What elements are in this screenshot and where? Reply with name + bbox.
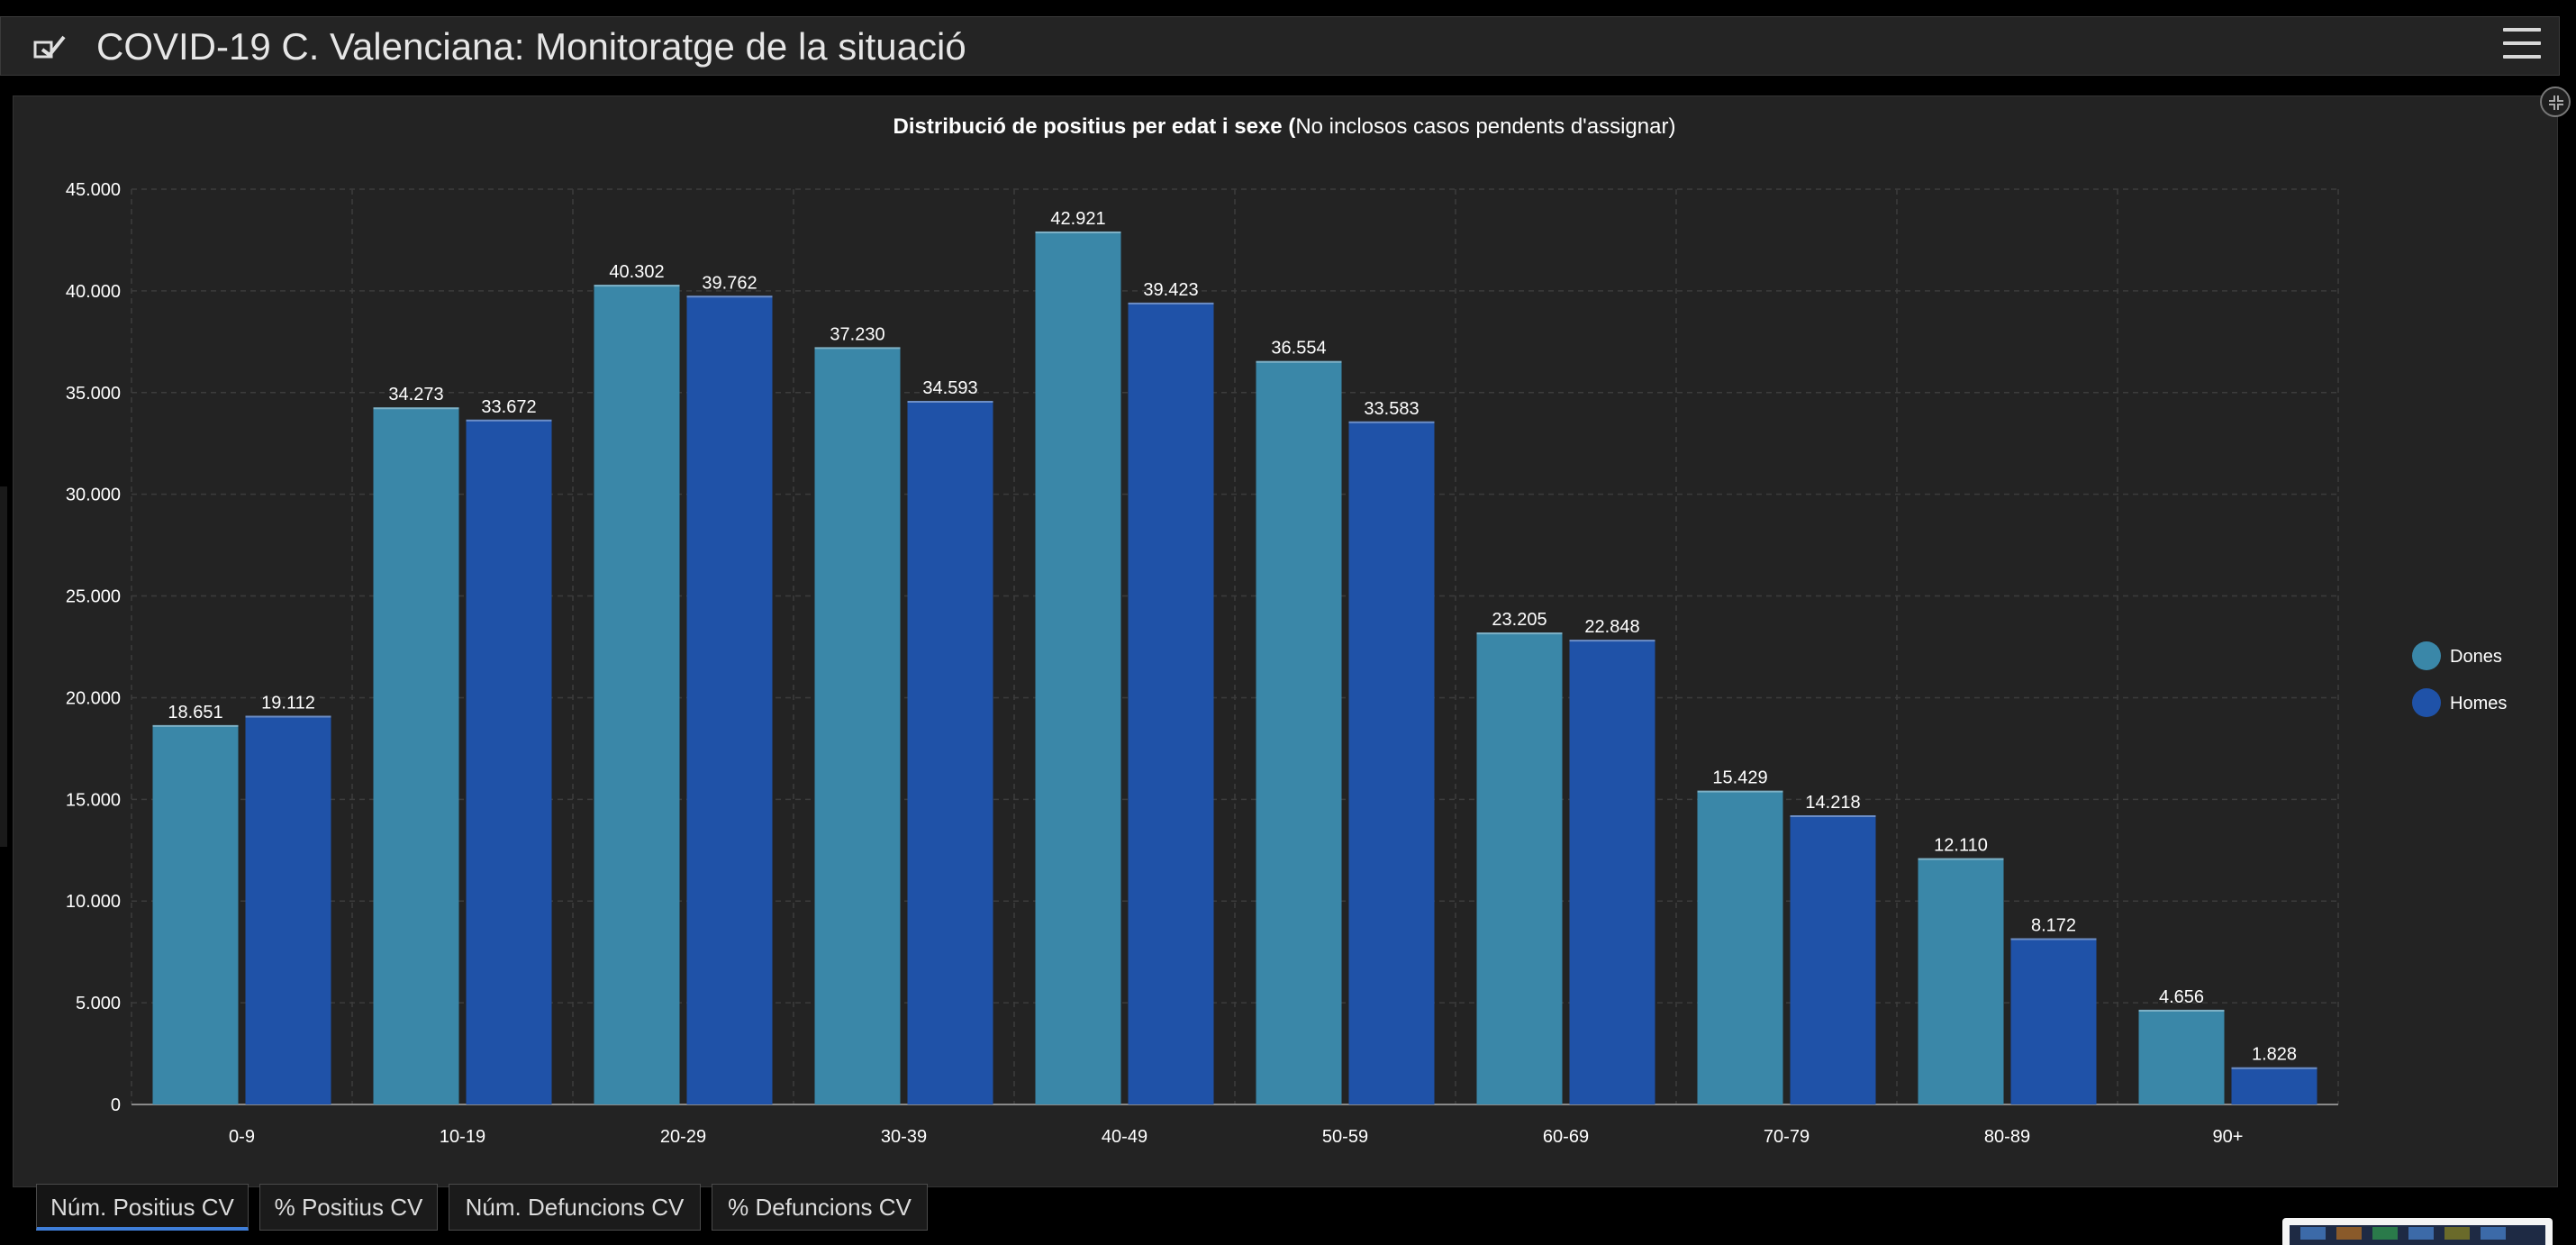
bar-chart: Distribució de positius per edat i sexe … xyxy=(66,114,2508,1147)
y-tick-label: 40.000 xyxy=(66,282,121,302)
y-tick-label: 30.000 xyxy=(66,486,121,505)
data-label: 37.230 xyxy=(830,324,884,344)
x-tick-label: 30-39 xyxy=(881,1127,927,1147)
y-tick-label: 10.000 xyxy=(66,892,121,912)
side-panel-edge xyxy=(0,486,7,847)
y-tick-label: 25.000 xyxy=(66,587,121,607)
data-label: 42.921 xyxy=(1050,209,1105,229)
y-tick-label: 35.000 xyxy=(66,384,121,404)
bar-dones xyxy=(814,347,901,1104)
data-label: 4.656 xyxy=(2159,987,2204,1007)
x-tick-label: 10-19 xyxy=(440,1127,485,1147)
x-tick-label: 0-9 xyxy=(229,1127,255,1147)
app-logo-icon xyxy=(33,35,66,59)
data-label: 22.848 xyxy=(1584,617,1639,637)
chart-grid xyxy=(131,188,2339,1105)
y-tick-label: 15.000 xyxy=(66,790,121,810)
data-label: 39.423 xyxy=(1143,280,1198,300)
legend-swatch-homes xyxy=(2412,688,2441,717)
bar-dones xyxy=(594,285,680,1104)
bar-homes xyxy=(466,419,552,1104)
chart-title-bold: Distribució de positius per edat i sexe … xyxy=(893,114,1296,139)
bar-homes xyxy=(1790,814,1876,1104)
y-tick-label: 0 xyxy=(111,1095,121,1115)
y-tick-label: 45.000 xyxy=(66,180,121,200)
legend-label-homes: Homes xyxy=(2450,694,2507,713)
bar-dones xyxy=(373,407,459,1104)
app-header: COVID-19 C. Valenciana: Monitoratge de l… xyxy=(0,16,2560,76)
overview-thumbnail[interactable] xyxy=(2282,1218,2553,1245)
bar-homes xyxy=(245,715,331,1104)
app-title: COVID-19 C. Valenciana: Monitoratge de l… xyxy=(96,25,966,68)
data-label: 1.828 xyxy=(2252,1045,2297,1065)
bar-homes xyxy=(2010,938,2097,1104)
data-label: 39.762 xyxy=(702,273,757,293)
x-tick-label: 40-49 xyxy=(1102,1127,1147,1147)
data-label: 8.172 xyxy=(2031,915,2076,935)
y-tick-label: 20.000 xyxy=(66,688,121,708)
data-label: 23.205 xyxy=(1492,610,1547,630)
chart-legend: Dones Homes xyxy=(2412,641,2507,717)
x-tick-label: 80-89 xyxy=(1984,1127,2030,1147)
x-tick-label: 90+ xyxy=(2213,1127,2244,1147)
bar-dones xyxy=(1035,231,1121,1104)
data-label: 33.672 xyxy=(481,397,536,417)
chart-axis-ticks: 0 5.000 10.000 15.000 20.000 25.000 30.000 35.0… xyxy=(66,180,2244,1147)
tab-num-defuncions[interactable]: Núm. Defuncions CV xyxy=(449,1184,701,1231)
bar-dones xyxy=(1256,360,1342,1105)
hamburger-menu-icon[interactable] xyxy=(2503,28,2541,64)
bar-dones xyxy=(2138,1009,2225,1104)
legend-label-dones: Dones xyxy=(2450,647,2502,667)
bar-homes xyxy=(1569,640,1655,1104)
data-label: 34.273 xyxy=(388,385,443,404)
data-label: 33.583 xyxy=(1364,399,1419,419)
bar-homes xyxy=(1128,302,1214,1104)
data-label: 34.593 xyxy=(922,378,977,398)
data-label: 15.429 xyxy=(1712,768,1767,788)
y-tick-label: 5.000 xyxy=(76,994,121,1013)
bar-dones xyxy=(152,724,239,1104)
x-tick-label: 50-59 xyxy=(1322,1127,1368,1147)
bar-homes xyxy=(907,400,993,1104)
chart-title: Distribució de positius per edat i sexe … xyxy=(893,114,1676,139)
x-tick-label: 20-29 xyxy=(660,1127,706,1147)
x-tick-label: 70-79 xyxy=(1764,1127,1810,1147)
tab-pct-positius[interactable]: % Positius CV xyxy=(259,1184,438,1231)
bar-homes xyxy=(2231,1067,2317,1104)
tab-num-positius[interactable]: Núm. Positius CV xyxy=(36,1184,249,1231)
data-label: 18.651 xyxy=(168,703,222,722)
bar-dones xyxy=(1918,858,2004,1104)
x-tick-label: 60-69 xyxy=(1543,1127,1589,1147)
data-label: 19.112 xyxy=(261,693,315,713)
chart-title-regular: No inclosos casos pendents d'assignar) xyxy=(1295,114,1675,139)
legend-swatch-dones xyxy=(2412,641,2441,670)
chart-bars: 18.651 19.112 34.273 33.672 40.302 39.762 37.2… xyxy=(152,209,2317,1105)
collapse-icon[interactable] xyxy=(2540,86,2571,117)
bar-dones xyxy=(1476,632,1563,1104)
tab-pct-defuncions[interactable]: % Defuncions CV xyxy=(712,1184,928,1231)
data-label: 12.110 xyxy=(1934,836,1988,856)
data-label: 14.218 xyxy=(1805,793,1860,813)
bar-homes xyxy=(1348,421,1435,1104)
data-label: 40.302 xyxy=(609,262,664,282)
data-label: 36.554 xyxy=(1271,339,1326,359)
bar-dones xyxy=(1697,790,1783,1104)
bar-homes xyxy=(686,295,773,1104)
